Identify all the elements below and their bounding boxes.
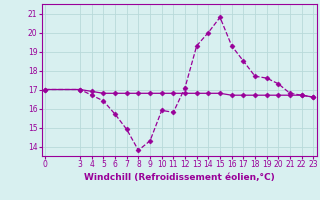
X-axis label: Windchill (Refroidissement éolien,°C): Windchill (Refroidissement éolien,°C) [84,173,275,182]
